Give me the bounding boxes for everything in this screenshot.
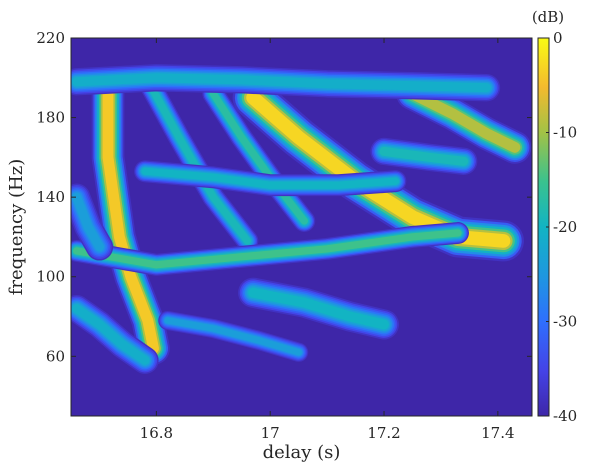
x-tick-label: 17.4 bbox=[481, 424, 514, 442]
y-tick-label: 220 bbox=[36, 29, 65, 47]
colorbar-tick-label: -10 bbox=[553, 124, 577, 142]
heatmap-ridge bbox=[134, 160, 407, 197]
ridge-contour bbox=[141, 167, 400, 189]
y-axis-label: frequency (Hz) bbox=[6, 159, 27, 295]
heatmap-ridge bbox=[71, 294, 159, 374]
colorbar-unit-label: (dB) bbox=[532, 8, 564, 26]
colorbar-tick-label: -20 bbox=[553, 218, 577, 236]
colorbar-tick-label: -40 bbox=[553, 407, 577, 425]
ridge-contour bbox=[164, 317, 302, 356]
heatmap-ridge bbox=[202, 82, 316, 232]
heatmap-ridge bbox=[396, 77, 532, 164]
colorbar-tick-label: -30 bbox=[553, 313, 577, 331]
ridge-contour bbox=[209, 90, 308, 225]
x-tick-label: 16.8 bbox=[140, 424, 173, 442]
y-tick-label: 100 bbox=[36, 268, 65, 286]
x-axis-label: delay (s) bbox=[263, 442, 341, 463]
y-tick-label: 140 bbox=[36, 188, 65, 206]
colorbar-ticks: 0 -10 -20 -30 -40 bbox=[546, 29, 577, 425]
x-tick-label: 17 bbox=[261, 424, 280, 442]
heatmap-ridge bbox=[370, 137, 478, 175]
heatmap-ridge bbox=[71, 222, 469, 276]
ridge-contour bbox=[72, 304, 150, 365]
plot-frame bbox=[70, 37, 533, 417]
y-axis-ticks: 60 100 140 180 220 bbox=[36, 29, 532, 365]
ridge-contour bbox=[407, 88, 521, 153]
x-axis-ticks: 16.8 17 17.2 17.4 bbox=[140, 38, 515, 442]
ridge-contour bbox=[72, 192, 105, 252]
ridge-contour bbox=[248, 287, 389, 330]
y-tick-label: 180 bbox=[36, 109, 65, 127]
heatmap-ridge bbox=[71, 183, 114, 261]
heatmap-ridge bbox=[238, 277, 400, 340]
heatmap-ridge bbox=[158, 310, 309, 362]
y-tick-label: 60 bbox=[46, 347, 65, 365]
plot-area bbox=[71, 38, 532, 416]
colorbar-tick-label: 0 bbox=[553, 29, 563, 47]
ridge-contour bbox=[73, 229, 462, 269]
ridge-contour bbox=[72, 73, 492, 93]
x-tick-label: 17.2 bbox=[367, 424, 400, 442]
ridge-contour bbox=[379, 146, 469, 166]
heatmap-ridge bbox=[71, 64, 501, 102]
